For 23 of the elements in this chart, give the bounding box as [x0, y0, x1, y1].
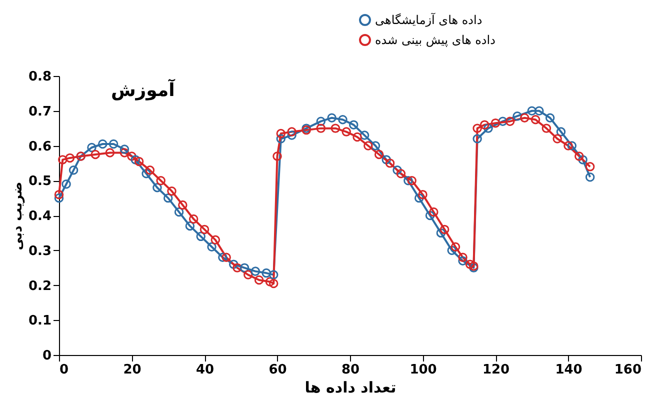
y-tick-label: 0 [42, 348, 52, 364]
y-tick-label: 0.6 [28, 139, 52, 154]
x-tick-label: 100 [410, 362, 437, 378]
x-tick-label: 0 [60, 362, 69, 378]
y-tick-label: 0.8 [28, 70, 52, 84]
y-axis-title: ضریب دبی [10, 182, 26, 250]
y-tick-label: 0.4 [28, 209, 52, 224]
y-tick-label: 0.5 [28, 174, 52, 190]
x-tick-label: 160 [614, 362, 642, 378]
y-tick-label: 0.7 [28, 104, 52, 120]
x-tick-label: 140 [555, 362, 582, 378]
x-tick-label: 60 [268, 362, 287, 378]
y-tick-label: 0.3 [28, 244, 52, 259]
x-tick-label: 20 [123, 362, 142, 378]
y-tick-label: 0.2 [28, 278, 52, 294]
x-tick-label: 120 [482, 362, 510, 378]
x-tick-label: 40 [196, 362, 214, 378]
legend-label: داده های پیش بینی شده [375, 33, 496, 47]
x-tick-label: 80 [341, 362, 360, 378]
x-axis-title: تعداد داده ها [304, 378, 396, 396]
legend-label: داده های آزمایشگاهی [375, 12, 482, 27]
y-tick-label: 0.1 [28, 314, 52, 329]
chart-title: آموزش [110, 78, 176, 101]
